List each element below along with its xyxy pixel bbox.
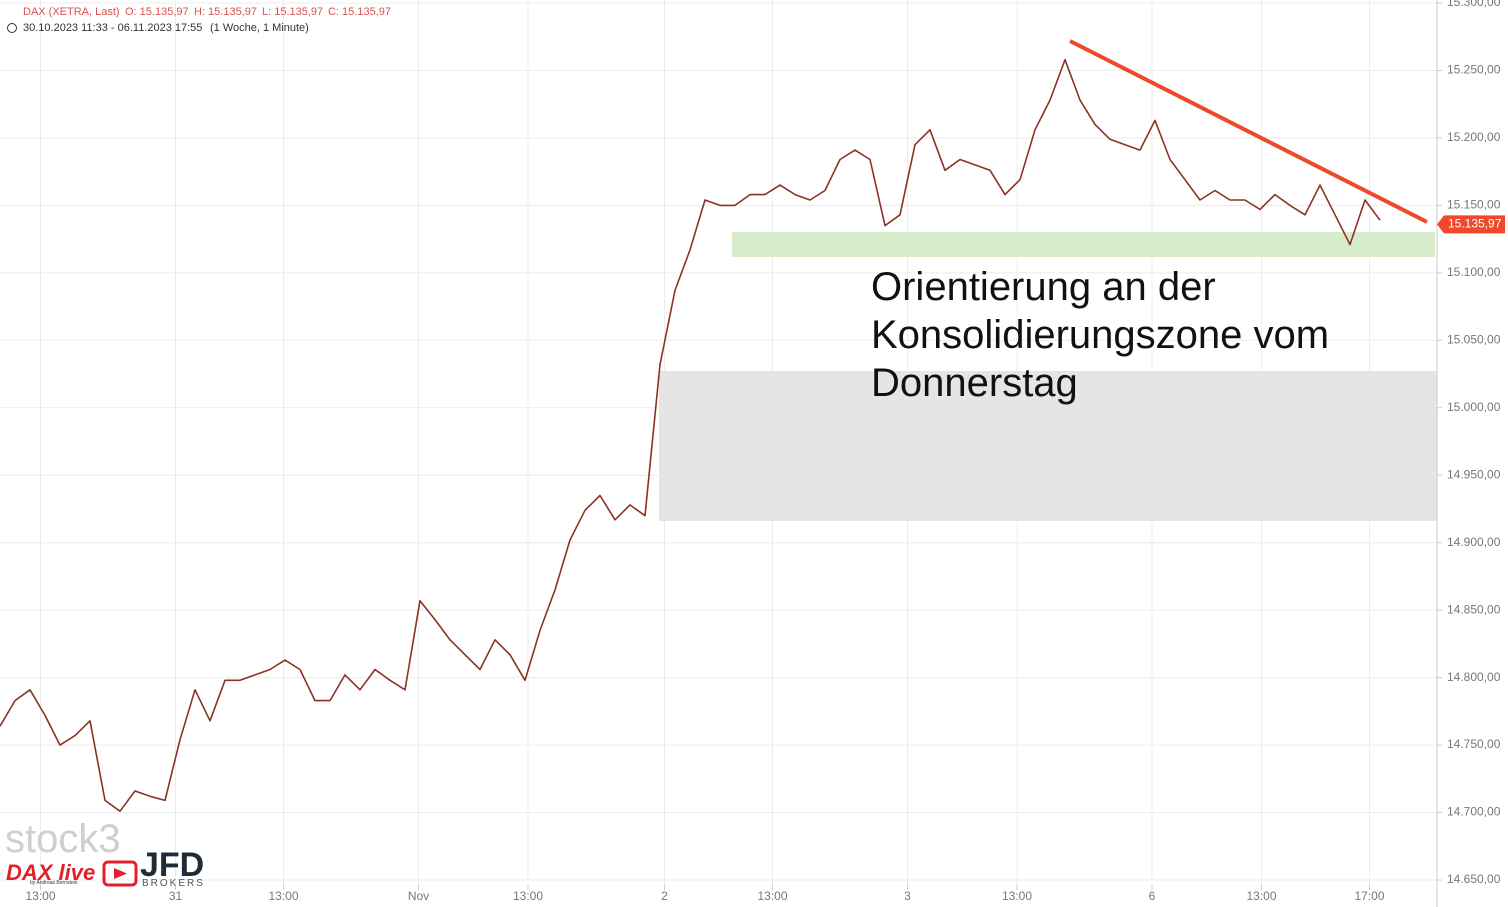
x-tick-label: Nov <box>408 889 429 903</box>
price-tag-box <box>1437 215 1505 234</box>
jfd-sub: BROKERS <box>142 878 205 889</box>
price-line <box>0 58 1381 812</box>
y-tick-label: 15.100,00 <box>1447 265 1501 279</box>
x-tick-label: 17:00 <box>1354 889 1384 903</box>
period: (1 Woche, 1 Minute) <box>210 22 309 34</box>
x-tick-label: 3 <box>904 889 911 903</box>
x-tick-label: 2 <box>661 889 668 903</box>
logos: stock3 DAX live by Andreas Bernstein JFD… <box>5 817 205 889</box>
y-tick-label: 15.000,00 <box>1447 400 1501 414</box>
trend-line <box>1069 39 1428 224</box>
y-tick-label: 14.900,00 <box>1447 535 1501 549</box>
open: O: 15.135,97 <box>125 6 189 18</box>
x-tick-label: 13:00 <box>268 889 298 903</box>
y-tick-label: 14.750,00 <box>1447 737 1501 751</box>
clock-icon <box>7 23 17 33</box>
y-tick-label: 14.650,00 <box>1447 872 1501 886</box>
close: C: 15.135,97 <box>328 6 391 18</box>
instrument: DAX (XETRA, Last) <box>23 6 120 18</box>
x-tick-label: 13:00 <box>757 889 787 903</box>
annotation-line: Orientierung an der <box>871 265 1216 309</box>
dax-sub: by Andreas Bernstein <box>30 880 78 886</box>
price-tag-label: 15.135,97 <box>1448 216 1502 230</box>
x-tick-label: 6 <box>1149 889 1156 903</box>
y-tick-label: 14.950,00 <box>1447 467 1501 481</box>
x-tick-label: 13:00 <box>1002 889 1032 903</box>
high: H: 15.135,97 <box>194 6 257 18</box>
play-icon <box>102 860 138 887</box>
x-tick-label: 13:00 <box>25 889 55 903</box>
play-icon <box>114 868 127 879</box>
header: DAX (XETRA, Last) O: 15.135,97 H: 15.135… <box>7 6 391 34</box>
gap-zone <box>659 371 1437 521</box>
y-tick-label: 14.800,00 <box>1447 670 1501 684</box>
support-zone <box>732 232 1435 257</box>
annotation: Orientierung an der Konsolidierungszone … <box>871 265 1329 405</box>
y-tick-label: 15.200,00 <box>1447 130 1501 144</box>
y-tick-label: 14.700,00 <box>1447 805 1501 819</box>
price-tag: 15.135,97 <box>1437 215 1505 234</box>
range: 30.10.2023 11:33 - 06.11.2023 17:55 <box>23 22 202 34</box>
x-tick-label: 13:00 <box>1246 889 1276 903</box>
jfd-logo: JFD <box>140 846 204 884</box>
x-tick-label: 31 <box>169 889 183 903</box>
y-tick-label: 15.300,00 <box>1447 0 1501 9</box>
y-tick-label: 15.250,00 <box>1447 63 1501 77</box>
annotation-line: Konsolidierungszone vom <box>871 313 1329 357</box>
low: L: 15.135,97 <box>262 6 323 18</box>
annotation-line: Donnerstag <box>871 361 1078 405</box>
price-layer <box>0 58 1381 812</box>
dax-logo: DAX live <box>6 860 95 885</box>
x-tick-label: 13:00 <box>513 889 543 903</box>
stock-logo: stock3 <box>5 817 121 861</box>
y-tick-label: 15.150,00 <box>1447 198 1501 212</box>
y-tick-label: 15.050,00 <box>1447 332 1501 346</box>
y-tick-label: 14.850,00 <box>1447 602 1501 616</box>
